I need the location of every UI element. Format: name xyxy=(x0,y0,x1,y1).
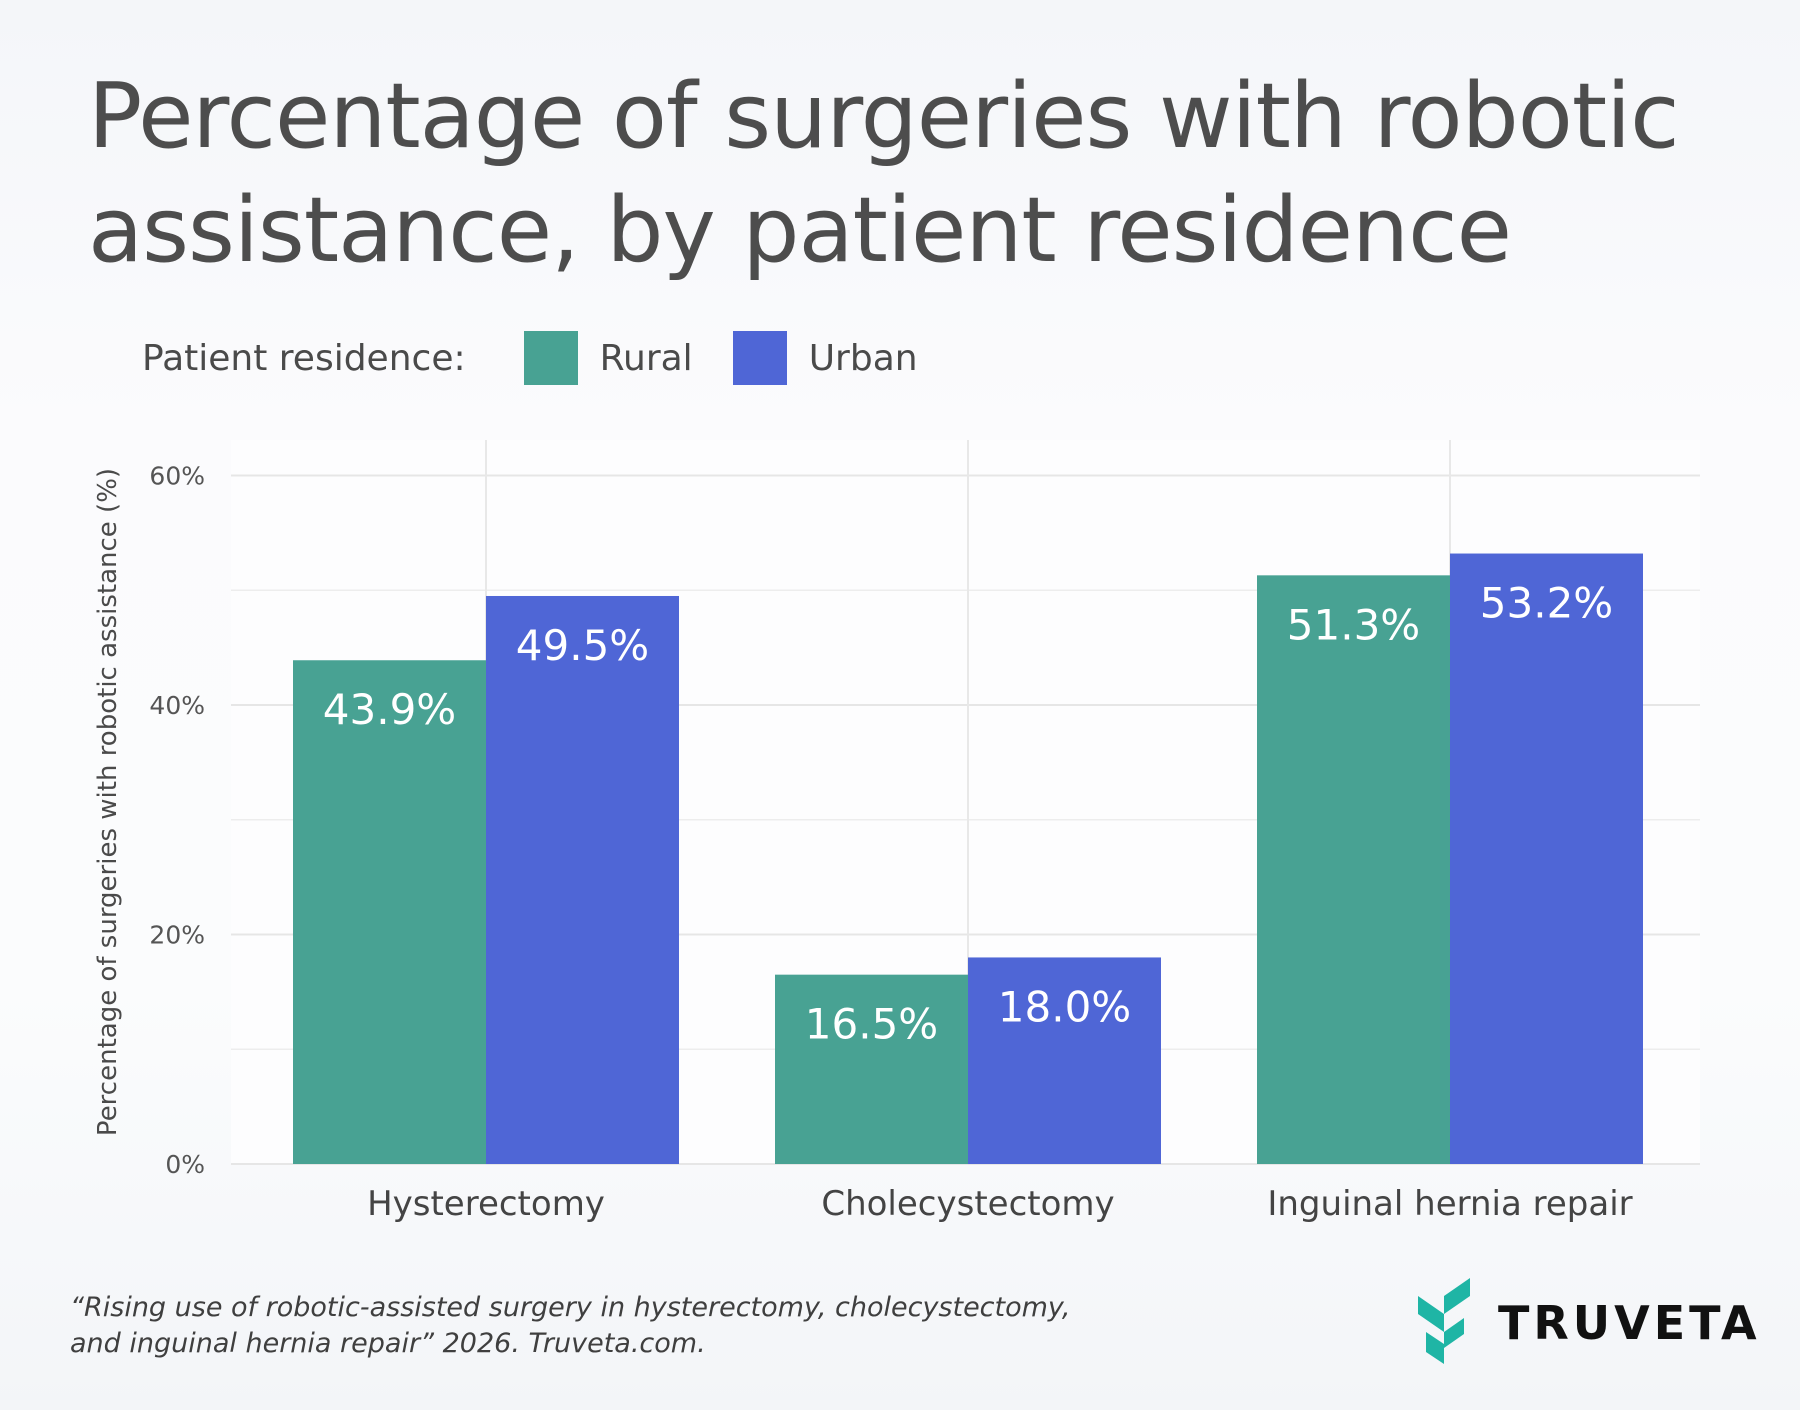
logo-wordmark: TRUVETA xyxy=(1498,1296,1761,1350)
bar-urban xyxy=(1450,553,1643,1164)
legend-swatch-rural xyxy=(523,331,578,385)
legend-item-urban: Urban xyxy=(732,331,918,385)
legend-title: Patient residence: xyxy=(142,337,466,379)
legend-swatch-urban xyxy=(732,331,787,385)
x-tick-label: Inguinal hernia repair xyxy=(1267,1184,1632,1224)
legend-item-rural: Rural xyxy=(523,331,693,385)
source-citation: “Rising use of robotic-assisted surgery … xyxy=(70,1290,1070,1362)
data-label: 18.0% xyxy=(998,982,1131,1031)
source-line-1: “Rising use of robotic-assisted surgery … xyxy=(70,1292,1071,1323)
data-label: 49.5% xyxy=(516,621,649,670)
y-tick-label: 0% xyxy=(165,1150,205,1179)
y-tick-label: 60% xyxy=(149,462,205,491)
x-tick-label: Hysterectomy xyxy=(367,1184,605,1224)
x-tick-label: Cholecystectomy xyxy=(821,1184,1114,1224)
data-label: 51.3% xyxy=(1287,600,1420,649)
legend: Patient residence: Rural Urban xyxy=(142,330,958,386)
y-tick-label: 40% xyxy=(149,691,205,720)
data-label: 53.2% xyxy=(1480,579,1613,628)
bar-urban xyxy=(968,957,1161,1164)
bar-chart: 43.9% 49.5% 16.5% 18.0% 51.3% 53.2% 0% 20% 40% 6… xyxy=(93,440,1700,1225)
source-line-2: and inguinal hernia repair” 2026. Truvet… xyxy=(70,1328,706,1359)
bar-rural xyxy=(775,974,968,1164)
chart-title: Percentage of surgeries with robotic ass… xyxy=(88,64,1680,283)
axes: 0% 20% 40% 60% Hysterectomy Cholecystectomy In… xyxy=(149,462,1632,1225)
truveta-logo: TRUVETA xyxy=(1418,1278,1761,1368)
data-labels: 43.9% 49.5% 16.5% 18.0% 51.3% 53.2% xyxy=(323,579,1613,1049)
truveta-logo-icon xyxy=(1418,1278,1470,1364)
y-tick-label: 20% xyxy=(149,921,205,950)
y-axis-label: Percentage of surgeries with robotic ass… xyxy=(93,468,123,1136)
bar-rural xyxy=(1257,575,1450,1164)
bar-rural xyxy=(293,660,486,1164)
data-label: 16.5% xyxy=(805,1000,938,1049)
bar-urban xyxy=(486,595,679,1164)
legend-label-urban: Urban xyxy=(808,337,918,379)
bars xyxy=(293,553,1643,1164)
data-label: 43.9% xyxy=(323,685,456,734)
legend-label-rural: Rural xyxy=(599,337,693,379)
